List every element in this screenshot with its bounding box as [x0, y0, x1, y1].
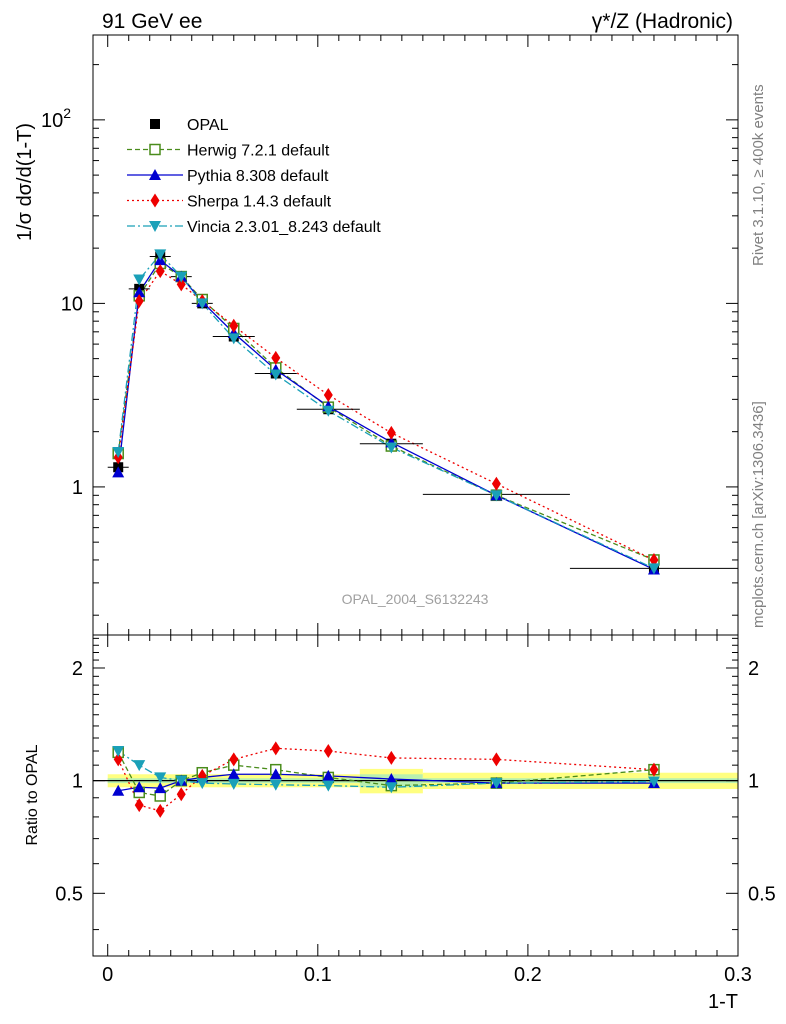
main-y-tick-label: 102: [41, 105, 71, 132]
ratio-series-2-marker: [323, 744, 333, 759]
main-series-3-marker: [490, 490, 503, 502]
ratio-series-3-marker: [385, 782, 398, 794]
legend-marker-4: [149, 221, 161, 232]
ratio-series-3-marker: [112, 746, 125, 758]
legend-entry-label: Pythia 8.308 default: [187, 168, 329, 185]
ratio-series-2-marker: [113, 752, 123, 767]
ratio-series-3-marker: [133, 760, 146, 772]
ratio-series-3-marker: [227, 778, 240, 790]
legend-entry-label: Vincia 2.3.01_8.243 default: [187, 219, 381, 236]
ratio-series-3-marker: [322, 780, 335, 792]
main-series-2-marker: [323, 387, 333, 402]
ratio-series-2-marker: [649, 762, 659, 777]
ratio-y-tick-label-right: 2: [748, 658, 759, 680]
legend-marker-2: [149, 169, 161, 180]
ratio-series-3-marker: [175, 775, 188, 787]
ratio-series-1-marker: [322, 769, 335, 781]
legend-marker-0: [150, 119, 160, 129]
x-tick-label: 0.3: [724, 964, 752, 986]
ratio-plot-content: [93, 741, 738, 818]
ratio-series-1-marker: [269, 768, 282, 780]
main-series-2-marker: [386, 425, 396, 440]
main-series-3-marker: [133, 274, 146, 286]
main-series-3-marker: [269, 369, 282, 381]
legend-entry-label: Sherpa 1.4.3 default: [187, 194, 332, 211]
ratio-series-2-marker: [386, 750, 396, 765]
main-series-3-marker: [112, 446, 125, 458]
ratio-series-1-marker: [154, 782, 167, 794]
legend: OPAL Herwig 7.2.1 default Pythia 8.308 def…: [127, 117, 381, 236]
ratio-series-2-marker: [229, 752, 239, 767]
ratio-series-3-marker: [154, 772, 167, 784]
ratio-panel: 0.5 0.5 1 1 2 2 0 0.1 0.2 0.3 Ratio to OPAL 1-T: [24, 634, 776, 1013]
legend-entry-label: Herwig 7.2.1 default: [187, 143, 330, 160]
ratio-series-3-marker: [490, 778, 503, 790]
ratio-y-tick-label-right: 1: [748, 771, 759, 793]
ratio-y-axis-label: Ratio to OPAL: [24, 744, 41, 845]
ratio-series-line-2: [117, 747, 655, 812]
ratio-y-tick-label-left: 2: [72, 658, 83, 680]
ratio-series-2-marker: [155, 803, 165, 818]
rivet-version-label: Rivet 3.1.10, ≥ 400k events: [750, 84, 767, 266]
header-process-label: γ*/Z (Hadronic): [592, 10, 733, 33]
main-series-2-marker: [176, 277, 186, 292]
main-series-3-marker: [385, 442, 398, 454]
legend-marker-1: [149, 143, 161, 156]
main-axis-ticks: 1 10 102: [41, 35, 739, 635]
main-series-line-3: [117, 253, 655, 569]
ratio-series-2-marker: [176, 787, 186, 802]
x-tick-label: 0.2: [514, 964, 542, 986]
main-series-1-marker: [112, 466, 125, 478]
main-y-axis-label: 1/σ dσ/d(1-T): [14, 123, 36, 241]
main-series-3-marker: [154, 249, 167, 261]
main-series-2-marker: [229, 318, 239, 333]
main-series-3-marker: [196, 298, 209, 310]
ratio-series-2-marker: [134, 798, 144, 813]
ratio-series-1-marker: [133, 781, 146, 793]
analysis-watermark: OPAL_2004_S6132243: [342, 591, 489, 607]
main-series-2-marker: [271, 350, 281, 365]
main-y-tick-label: 1: [72, 477, 83, 499]
ratio-y-tick-label-left: 0.5: [55, 883, 83, 905]
ratio-series-3-marker: [269, 779, 282, 791]
header-energy-label: 91 GeV ee: [102, 10, 202, 33]
main-series-3-marker: [227, 333, 240, 345]
ratio-plot-frame: [92, 634, 739, 957]
main-series-3-marker: [647, 563, 660, 575]
main-series-line-2: [117, 270, 655, 561]
main-y-tick-label: 10: [61, 293, 83, 315]
ratio-series-3-marker: [196, 778, 209, 790]
x-tick-label: 0: [102, 964, 113, 986]
ratio-series-3-marker: [647, 776, 660, 788]
ratio-axis-ticks: 0.5 0.5 1 1 2 2 0 0.1 0.2 0.3: [55, 635, 776, 986]
ratio-series-1-marker: [385, 773, 398, 785]
main-series-3-marker: [175, 271, 188, 283]
ratio-y-tick-label-right: 0.5: [748, 883, 776, 905]
x-axis-label: 1-T: [708, 991, 738, 1013]
ratio-series-1-marker: [112, 784, 125, 796]
legend-entry-label: OPAL: [187, 117, 229, 134]
legend-marker-3: [150, 193, 160, 208]
main-series-2-marker: [134, 294, 144, 309]
ratio-series-1-marker: [227, 768, 240, 780]
mcplots-reference-label: mcplots.cern.ch [arXiv:1306.3436]: [750, 401, 767, 628]
main-series-2-marker: [491, 476, 501, 491]
ratio-series-2-marker: [271, 741, 281, 756]
main-series-1-marker: [133, 286, 146, 298]
main-series-3-marker: [322, 405, 335, 417]
main-series-2-marker: [155, 264, 165, 279]
main-plot-content: [107, 249, 738, 575]
ratio-series-2-marker: [491, 752, 501, 767]
ratio-y-tick-label-left: 1: [72, 771, 83, 793]
x-tick-label: 0.1: [304, 964, 332, 986]
